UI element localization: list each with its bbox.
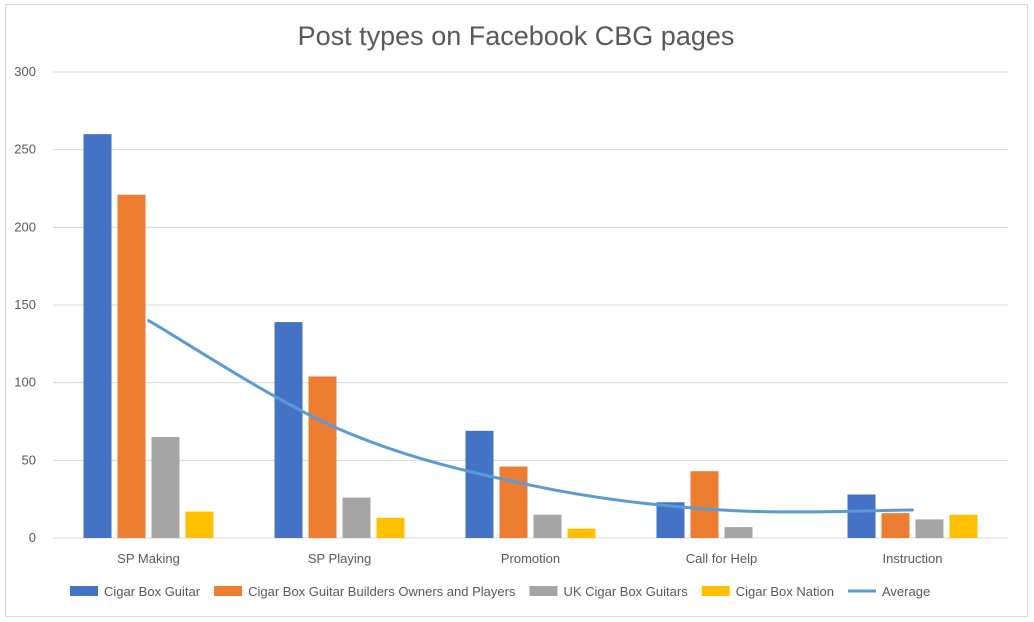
legend-label: Cigar Box Guitar Builders Owners and Pla… xyxy=(248,584,516,599)
y-tick-label: 200 xyxy=(14,219,36,234)
bar xyxy=(567,528,596,538)
y-tick-label: 0 xyxy=(29,530,36,545)
bar xyxy=(185,511,214,538)
y-tick-label: 250 xyxy=(14,142,36,157)
y-tick-label: 100 xyxy=(14,375,36,390)
legend-swatch xyxy=(214,586,243,596)
legend-label: UK Cigar Box Guitars xyxy=(563,584,688,599)
x-tick-label: Call for Help xyxy=(686,551,758,566)
bar xyxy=(915,519,944,538)
bars xyxy=(83,134,978,539)
legend-label: Average xyxy=(882,584,930,599)
y-tick-label: 50 xyxy=(22,452,36,467)
bar xyxy=(881,513,910,538)
bar xyxy=(117,194,146,539)
bar xyxy=(274,322,303,538)
x-tick-label: SP Playing xyxy=(308,551,371,566)
bar xyxy=(847,494,876,538)
bar xyxy=(342,497,371,538)
legend-swatch xyxy=(70,586,98,596)
y-tick-label: 300 xyxy=(14,64,36,79)
y-tick-label: 150 xyxy=(14,297,36,312)
series-line xyxy=(147,319,914,514)
x-axis: SP Making SP Playing Promotion Call for Hel… xyxy=(117,551,942,566)
legend-label: Cigar Box Guitar xyxy=(104,584,201,599)
bar xyxy=(724,527,753,538)
legend-label: Cigar Box Nation xyxy=(736,584,834,599)
x-tick-label: Instruction xyxy=(883,551,943,566)
bar xyxy=(690,471,719,538)
bar xyxy=(499,466,528,538)
bar xyxy=(376,517,405,538)
bar xyxy=(151,437,180,538)
bar xyxy=(533,514,562,538)
bar xyxy=(83,134,112,538)
legend: Cigar Box Guitar Cigar Box Guitar Builder… xyxy=(70,584,930,599)
x-tick-label: Promotion xyxy=(501,551,560,566)
chart-title: Post types on Facebook CBG pages xyxy=(298,21,735,51)
legend-swatch xyxy=(701,586,730,596)
x-tick-label: SP Making xyxy=(117,551,180,566)
legend-swatch xyxy=(529,586,558,596)
bar xyxy=(308,376,337,538)
gridlines xyxy=(53,71,1008,539)
y-axis: 0 50 100 150 200 250 300 xyxy=(14,64,36,545)
average-line xyxy=(147,319,914,514)
bar xyxy=(949,514,978,538)
bar xyxy=(465,430,494,538)
